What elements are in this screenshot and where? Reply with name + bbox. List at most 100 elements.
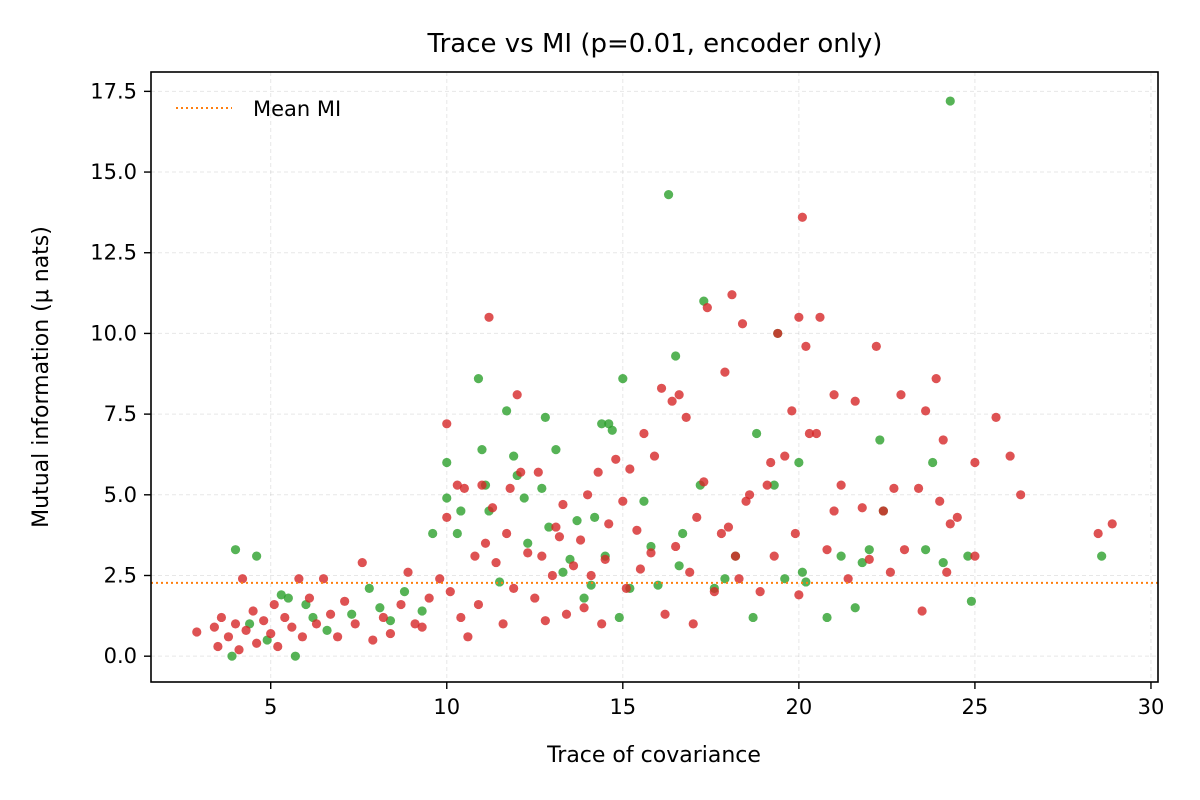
- data-point: [540, 412, 550, 422]
- data-point: [452, 528, 462, 539]
- data-point: [762, 480, 772, 490]
- data-point: [646, 541, 656, 552]
- data-point: [509, 583, 519, 594]
- data-point: [822, 612, 832, 623]
- data-point: [583, 490, 593, 500]
- data-point: [801, 577, 811, 587]
- data-point: [593, 467, 603, 477]
- data-point: [340, 596, 350, 606]
- x-tick-label: 5: [264, 695, 277, 719]
- y-tick-label: 7.5: [104, 402, 137, 426]
- data-point: [653, 580, 663, 590]
- data-point: [991, 412, 1001, 422]
- data-point: [815, 312, 825, 322]
- data-point: [364, 583, 374, 594]
- data-point: [477, 445, 487, 455]
- data-point: [875, 435, 885, 445]
- data-point: [456, 612, 466, 623]
- data-point: [1005, 451, 1015, 461]
- data-point: [794, 457, 804, 468]
- data-point: [607, 425, 617, 435]
- data-point: [590, 512, 600, 522]
- data-point: [540, 616, 550, 626]
- data-point: [1016, 490, 1026, 500]
- data-point: [857, 503, 867, 513]
- data-point: [889, 483, 899, 493]
- data-point: [938, 435, 948, 445]
- data-point: [424, 593, 434, 603]
- data-point: [864, 554, 874, 564]
- data-point: [442, 419, 452, 429]
- data-point: [917, 606, 927, 616]
- data-point: [223, 632, 234, 642]
- y-tick-label: 0.0: [104, 644, 137, 668]
- data-point: [885, 567, 896, 577]
- x-tick-label: 30: [1138, 695, 1165, 719]
- data-point: [435, 574, 445, 584]
- data-point: [1107, 519, 1117, 529]
- plot-frame: [150, 71, 1159, 683]
- data-point: [290, 651, 300, 661]
- data-point: [273, 641, 283, 652]
- data-point: [459, 483, 469, 493]
- data-point: [216, 612, 227, 623]
- data-point: [871, 341, 881, 351]
- data-point: [266, 628, 276, 639]
- data-point: [311, 619, 322, 629]
- data-point: [347, 609, 357, 619]
- data-point: [417, 622, 427, 632]
- data-point: [396, 599, 406, 610]
- data-point: [322, 625, 332, 635]
- data-point: [656, 383, 667, 393]
- data-point: [674, 390, 684, 400]
- data-point: [938, 557, 948, 568]
- data-point: [752, 428, 762, 439]
- data-point: [445, 587, 455, 597]
- data-point: [470, 551, 480, 561]
- data-point: [558, 499, 568, 510]
- data-point: [850, 396, 860, 406]
- data-point: [804, 428, 815, 439]
- data-point: [456, 506, 466, 516]
- data-point: [537, 551, 547, 561]
- data-point: [234, 645, 244, 655]
- data-point: [864, 545, 874, 555]
- x-tick-label: 15: [609, 695, 636, 719]
- data-point: [966, 596, 976, 606]
- data-point: [494, 577, 505, 587]
- x-axis-title: Trace of covariance: [546, 743, 761, 768]
- legend-mean-mi-label: Mean MI: [253, 97, 341, 121]
- data-point: [597, 619, 607, 629]
- data-point: [385, 628, 396, 639]
- data-point: [230, 545, 241, 555]
- data-point: [790, 528, 800, 539]
- data-point: [375, 603, 385, 613]
- data-point: [663, 190, 674, 200]
- data-points: [192, 96, 1117, 661]
- data-point: [509, 451, 519, 461]
- data-point: [716, 528, 726, 539]
- data-point: [857, 557, 867, 568]
- data-point: [878, 506, 888, 516]
- data-point: [537, 483, 547, 493]
- data-point: [283, 593, 293, 603]
- data-point: [734, 574, 744, 584]
- data-point: [597, 419, 607, 429]
- data-point: [350, 619, 360, 629]
- data-point: [491, 557, 501, 568]
- x-axis-ticks: 5 10 15 20 25 30: [264, 682, 1164, 719]
- data-point: [829, 506, 839, 516]
- data-point: [709, 587, 719, 597]
- data-point: [287, 622, 297, 632]
- data-point: [611, 454, 621, 464]
- data-point: [1097, 551, 1107, 561]
- data-point: [442, 493, 452, 503]
- data-point: [523, 538, 533, 548]
- data-point: [378, 612, 388, 623]
- data-point: [519, 493, 529, 503]
- data-point: [794, 312, 804, 322]
- x-tick-label: 25: [962, 695, 989, 719]
- data-point: [730, 551, 741, 561]
- data-point: [505, 483, 515, 493]
